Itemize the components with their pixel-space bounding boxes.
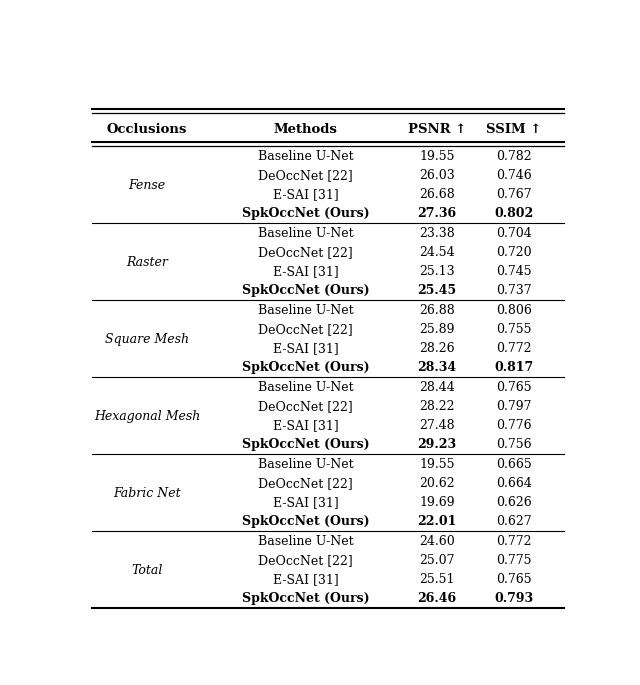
Text: DeOccNet [22]: DeOccNet [22] bbox=[259, 323, 353, 336]
Text: 0.775: 0.775 bbox=[496, 554, 532, 567]
Text: 0.802: 0.802 bbox=[494, 207, 534, 220]
Text: 20.62: 20.62 bbox=[419, 477, 455, 490]
Text: 24.54: 24.54 bbox=[419, 247, 455, 260]
Text: SpkOccNet (Ours): SpkOccNet (Ours) bbox=[242, 592, 369, 605]
Text: 0.665: 0.665 bbox=[496, 458, 532, 471]
Text: 0.756: 0.756 bbox=[496, 438, 532, 451]
Text: Total: Total bbox=[131, 564, 163, 577]
Text: 0.776: 0.776 bbox=[496, 419, 532, 432]
Text: 0.806: 0.806 bbox=[496, 304, 532, 317]
Text: 26.46: 26.46 bbox=[417, 592, 457, 605]
Text: Baseline U-Net: Baseline U-Net bbox=[258, 458, 353, 471]
Text: Methods: Methods bbox=[274, 123, 338, 136]
Text: DeOccNet [22]: DeOccNet [22] bbox=[259, 400, 353, 413]
Text: 24.60: 24.60 bbox=[419, 536, 455, 549]
Text: Baseline U-Net: Baseline U-Net bbox=[258, 227, 353, 240]
Text: Raster: Raster bbox=[126, 256, 168, 269]
Text: 26.68: 26.68 bbox=[419, 188, 455, 201]
Text: 19.55: 19.55 bbox=[419, 458, 455, 471]
Text: 0.782: 0.782 bbox=[496, 151, 532, 164]
Text: 0.746: 0.746 bbox=[496, 169, 532, 182]
Text: 0.626: 0.626 bbox=[496, 496, 532, 509]
Text: Baseline U-Net: Baseline U-Net bbox=[258, 536, 353, 549]
Text: 27.36: 27.36 bbox=[417, 207, 457, 220]
Text: 27.48: 27.48 bbox=[419, 419, 455, 432]
Text: 28.34: 28.34 bbox=[417, 361, 457, 374]
Text: E-SAI [31]: E-SAI [31] bbox=[273, 265, 339, 278]
Text: Hexagonal Mesh: Hexagonal Mesh bbox=[94, 410, 200, 423]
Text: Baseline U-Net: Baseline U-Net bbox=[258, 304, 353, 317]
Text: 19.55: 19.55 bbox=[419, 151, 455, 164]
Text: PSNR ↑: PSNR ↑ bbox=[408, 123, 467, 136]
Text: 28.44: 28.44 bbox=[419, 382, 455, 395]
Text: 0.772: 0.772 bbox=[496, 536, 532, 549]
Text: SpkOccNet (Ours): SpkOccNet (Ours) bbox=[242, 515, 369, 528]
Text: 26.03: 26.03 bbox=[419, 169, 455, 182]
Text: 28.26: 28.26 bbox=[419, 342, 455, 355]
Text: Occlusions: Occlusions bbox=[107, 123, 187, 136]
Text: 0.704: 0.704 bbox=[496, 227, 532, 240]
Text: 0.772: 0.772 bbox=[496, 342, 532, 355]
Text: 29.23: 29.23 bbox=[417, 438, 457, 451]
Text: SpkOccNet (Ours): SpkOccNet (Ours) bbox=[242, 438, 369, 451]
Text: Fabric Net: Fabric Net bbox=[113, 487, 180, 500]
Text: 25.07: 25.07 bbox=[419, 554, 455, 567]
Text: 0.793: 0.793 bbox=[495, 592, 534, 605]
Text: Square Mesh: Square Mesh bbox=[105, 333, 189, 346]
Text: E-SAI [31]: E-SAI [31] bbox=[273, 419, 339, 432]
Text: 23.38: 23.38 bbox=[419, 227, 455, 240]
Text: E-SAI [31]: E-SAI [31] bbox=[273, 342, 339, 355]
Text: SpkOccNet (Ours): SpkOccNet (Ours) bbox=[242, 361, 369, 374]
Text: Baseline U-Net: Baseline U-Net bbox=[258, 151, 353, 164]
Text: 0.755: 0.755 bbox=[496, 323, 532, 336]
Text: DeOccNet [22]: DeOccNet [22] bbox=[259, 169, 353, 182]
Text: 0.765: 0.765 bbox=[496, 573, 532, 586]
Text: 25.13: 25.13 bbox=[419, 265, 455, 278]
Text: 25.45: 25.45 bbox=[417, 284, 457, 297]
Text: 0.737: 0.737 bbox=[496, 284, 532, 297]
Text: 0.627: 0.627 bbox=[496, 515, 532, 528]
Text: DeOccNet [22]: DeOccNet [22] bbox=[259, 247, 353, 260]
Text: SSIM ↑: SSIM ↑ bbox=[486, 123, 541, 136]
Text: Fense: Fense bbox=[129, 179, 166, 192]
Text: Baseline U-Net: Baseline U-Net bbox=[258, 382, 353, 395]
Text: 0.745: 0.745 bbox=[496, 265, 532, 278]
Text: 0.720: 0.720 bbox=[496, 247, 532, 260]
Text: SpkOccNet (Ours): SpkOccNet (Ours) bbox=[242, 284, 369, 297]
Text: 26.88: 26.88 bbox=[419, 304, 455, 317]
Text: 25.89: 25.89 bbox=[419, 323, 455, 336]
Text: 0.767: 0.767 bbox=[496, 188, 532, 201]
Text: SpkOccNet (Ours): SpkOccNet (Ours) bbox=[242, 207, 369, 220]
Text: E-SAI [31]: E-SAI [31] bbox=[273, 496, 339, 509]
Text: 25.51: 25.51 bbox=[419, 573, 455, 586]
Text: E-SAI [31]: E-SAI [31] bbox=[273, 573, 339, 586]
Text: 0.664: 0.664 bbox=[496, 477, 532, 490]
Text: 22.01: 22.01 bbox=[417, 515, 457, 528]
Text: E-SAI [31]: E-SAI [31] bbox=[273, 188, 339, 201]
Text: 0.817: 0.817 bbox=[494, 361, 534, 374]
Text: 0.765: 0.765 bbox=[496, 382, 532, 395]
Text: 28.22: 28.22 bbox=[419, 400, 455, 413]
Text: DeOccNet [22]: DeOccNet [22] bbox=[259, 554, 353, 567]
Text: 19.69: 19.69 bbox=[419, 496, 455, 509]
Text: DeOccNet [22]: DeOccNet [22] bbox=[259, 477, 353, 490]
Text: 0.797: 0.797 bbox=[496, 400, 532, 413]
